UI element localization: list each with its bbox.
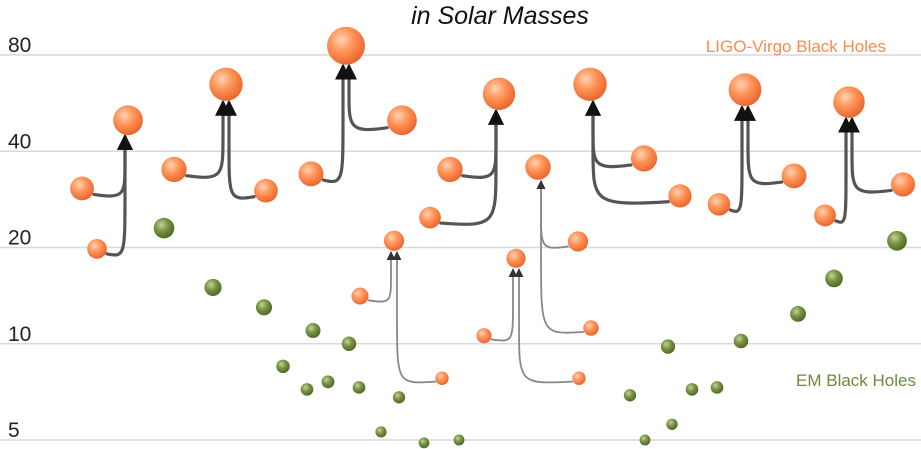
- chart-title: in Solar Masses: [411, 2, 589, 30]
- em-black-hole-point: [204, 278, 222, 297]
- merger-arrow: [321, 63, 351, 184]
- ligo-progenitor-point: [583, 320, 599, 336]
- ligo-final-black-hole-point: [482, 77, 516, 110]
- ligo-progenitor-point: [476, 328, 492, 344]
- merger-arrow: [461, 108, 504, 179]
- ligo-final-black-hole-point: [113, 105, 143, 136]
- y-tick-label: 40: [8, 130, 31, 153]
- em-black-hole-point: [153, 217, 175, 239]
- ligo-final-black-hole-point: [209, 67, 243, 101]
- em-black-hole-point: [392, 391, 406, 404]
- y-tick-label: 80: [8, 34, 31, 57]
- em-black-hole-point: [321, 375, 335, 389]
- legend-em: EM Black Holes: [796, 371, 916, 390]
- em-black-hole-point: [733, 333, 749, 349]
- ligo-final-black-hole-point: [506, 248, 526, 268]
- merger-arrow: [105, 133, 133, 257]
- merger-arrow: [740, 104, 784, 186]
- merger-arrow: [341, 63, 389, 132]
- merger-arrow: [514, 268, 574, 384]
- ligo-final-black-hole-point: [383, 230, 405, 251]
- merger-arrow: [185, 99, 231, 179]
- ligo-progenitor-point: [298, 161, 324, 187]
- em-black-holes: [153, 217, 907, 449]
- merger-arrow: [536, 179, 585, 334]
- grid-lines: [0, 54, 921, 441]
- ligo-progenitor-point: [707, 192, 731, 216]
- ligo-progenitor-point: [668, 184, 692, 208]
- merger-arrows: [92, 63, 893, 384]
- merger-arrow: [221, 99, 256, 200]
- em-black-hole-point: [418, 437, 430, 449]
- ligo-progenitor-point: [567, 231, 589, 252]
- y-tick-label: 20: [8, 227, 31, 250]
- ligo-progenitor-point: [70, 176, 94, 201]
- ligo-progenitor-point: [630, 145, 658, 172]
- ligo-progenitor-point: [161, 156, 187, 183]
- ligo-final-black-hole-point: [573, 67, 607, 101]
- ligo-progenitor-point: [387, 105, 417, 136]
- em-black-hole-point: [305, 323, 321, 339]
- merger-arrow: [367, 251, 396, 303]
- merger-arrow: [585, 99, 633, 169]
- merger-arrow: [844, 116, 893, 194]
- em-black-hole-point: [887, 230, 907, 251]
- merger-arrow: [490, 268, 518, 342]
- ligo-progenitor-point: [814, 204, 836, 227]
- em-black-hole-point: [660, 339, 676, 354]
- ligo-progenitor-point: [435, 371, 449, 385]
- merger-arrow: [728, 104, 750, 213]
- y-tick-label: 5: [8, 419, 20, 442]
- y-axis-ticks: 5 10 20 40 80: [8, 34, 31, 442]
- ligo-progenitor-point: [572, 371, 586, 385]
- merger-arrow: [439, 108, 504, 226]
- merger-arrow: [536, 179, 569, 249]
- em-black-hole-point: [352, 381, 366, 394]
- ligo-progenitor-point: [87, 239, 107, 259]
- ligo-progenitor-point: [437, 156, 463, 183]
- em-black-hole-point: [453, 434, 465, 446]
- em-black-hole-point: [639, 434, 651, 446]
- em-black-hole-point: [790, 305, 806, 322]
- y-tick-label: 10: [8, 323, 31, 346]
- merger-arrow: [392, 251, 437, 384]
- merger-arrow: [585, 99, 670, 205]
- ligo-progenitor-point: [254, 178, 278, 203]
- merger-arrow: [92, 133, 133, 198]
- em-black-hole-point: [710, 381, 724, 394]
- em-black-hole-point: [685, 383, 699, 396]
- em-black-hole-point: [825, 269, 843, 288]
- em-black-hole-point: [623, 389, 637, 402]
- ligo-virgo-black-holes: [70, 26, 916, 385]
- legend-ligo-virgo: LIGO-Virgo Black Holes: [706, 37, 886, 56]
- em-black-hole-point: [341, 336, 357, 351]
- ligo-progenitor-point: [890, 172, 916, 197]
- ligo-final-black-hole-point: [728, 73, 762, 107]
- em-black-hole-point: [375, 426, 387, 438]
- em-black-hole-point: [666, 418, 678, 430]
- em-black-hole-point: [300, 383, 314, 396]
- em-black-hole-point: [276, 359, 290, 374]
- ligo-final-black-hole-point: [833, 86, 865, 118]
- ligo-final-black-hole-point: [327, 26, 365, 65]
- em-black-hole-point: [255, 299, 273, 316]
- merger-arrow: [834, 116, 854, 224]
- ligo-progenitor-point: [781, 163, 807, 189]
- ligo-final-black-hole-point: [525, 154, 551, 180]
- ligo-progenitor-point: [351, 287, 369, 305]
- ligo-progenitor-point: [419, 206, 441, 229]
